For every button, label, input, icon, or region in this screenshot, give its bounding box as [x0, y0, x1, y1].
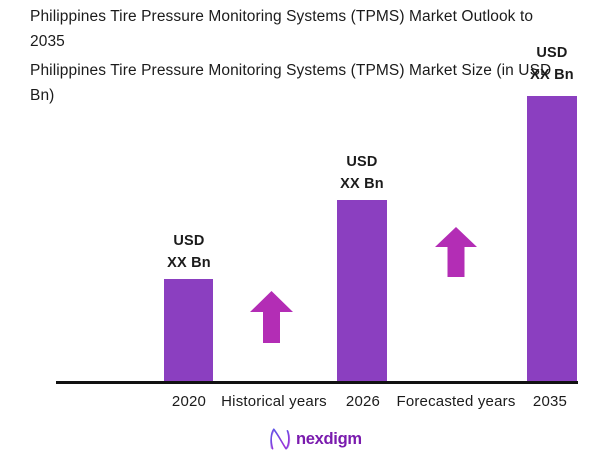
bar-value-line2: XX Bn: [340, 176, 384, 192]
nexdigm-n-icon: [270, 428, 291, 450]
chart-title: Philippines Tire Pressure Monitoring Sys…: [30, 8, 534, 50]
x-axis-line: [56, 381, 578, 384]
bar-value-label-2026: USD XX Bn: [317, 151, 407, 195]
chart-subtitle: Philippines Tire Pressure Monitoring Sys…: [30, 62, 552, 104]
bar: [337, 200, 387, 381]
period-annotation-forecasted: Forecasted years: [396, 393, 516, 410]
bar-value-line2: XX Bn: [167, 255, 211, 271]
growth-arrow-icon: [435, 227, 477, 277]
bar-value-line1: USD: [536, 45, 568, 61]
x-tick-2035: 2035: [532, 393, 568, 410]
period-annotation-historical: Historical years: [221, 393, 327, 410]
growth-arrow-icon: [250, 291, 293, 343]
x-tick-2026: 2026: [345, 393, 381, 410]
bar-value-line2: XX Bn: [530, 67, 574, 83]
bar-value-label-2035: USD XX Bn: [507, 42, 597, 86]
bar: [527, 96, 577, 381]
bar-value-line1: USD: [173, 233, 205, 249]
bar-value-label-2020: USD XX Bn: [144, 230, 234, 274]
x-tick-2020: 2020: [171, 393, 207, 410]
bar-value-line1: USD: [346, 154, 378, 170]
nexdigm-logo: nexdigm: [268, 426, 362, 452]
bar: [164, 279, 213, 381]
nexdigm-logo-text: nexdigm: [296, 429, 362, 448]
